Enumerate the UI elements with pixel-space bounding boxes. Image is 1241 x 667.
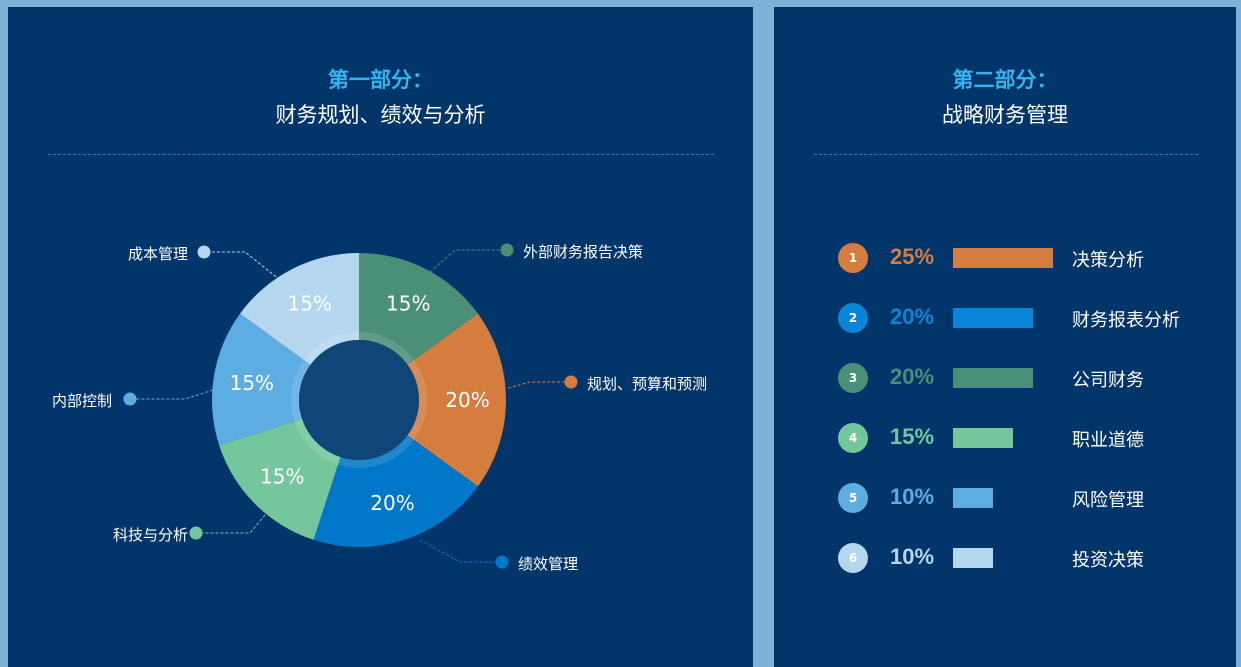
donut-slice	[211, 313, 311, 446]
rank-badge: 2	[838, 303, 868, 333]
rank-badge: 6	[838, 543, 868, 573]
bar-row: 6 10% 投资决策	[774, 542, 1236, 574]
slice-value-label: 15%	[288, 291, 332, 315]
legend-dot	[123, 392, 137, 406]
divider	[814, 154, 1198, 155]
legend-dot	[197, 245, 211, 259]
bar-value-label: 15%	[890, 424, 935, 449]
slice-category-label: 外部财务报告决策	[523, 243, 644, 261]
legend-dot	[189, 526, 203, 540]
rank-badge: 1	[838, 243, 868, 273]
leader-line	[507, 381, 571, 389]
slice-value-label: 15%	[386, 291, 430, 315]
bar-category-label: 公司财务	[1072, 370, 1144, 391]
leader-line	[196, 514, 266, 534]
part1-title: 第一部分：	[328, 68, 433, 92]
rank-badge: 4	[838, 423, 868, 453]
slice-category-label: 成本管理	[127, 245, 188, 263]
rank-badge: 3	[838, 363, 868, 393]
leader-line	[419, 539, 502, 563]
bar	[953, 428, 1013, 448]
slice-category-label: 规划、预算和预测	[587, 375, 708, 393]
bar-category-label: 投资决策	[1072, 550, 1144, 571]
bar-value-label: 25%	[890, 244, 935, 269]
bar-row: 4 15% 职业道德	[774, 422, 1236, 454]
donut-slice	[219, 418, 341, 540]
part1-subtitle: 财务规划、绩效与分析	[275, 103, 486, 127]
bar-value-label: 20%	[890, 304, 935, 329]
donut-slice	[407, 313, 506, 487]
bar-row: 2 20% 财务报表分析	[774, 302, 1236, 334]
donut-slice	[240, 253, 359, 365]
bar	[953, 488, 993, 508]
bar-row: 1 25% 决策分析	[774, 242, 1236, 274]
bar-category-label: 风险管理	[1072, 490, 1144, 511]
slice-value-label: 20%	[445, 388, 489, 412]
bar-category-label: 职业道德	[1072, 430, 1144, 451]
part2-subtitle: 战略财务管理	[942, 103, 1068, 127]
slice-value-label: 20%	[370, 491, 414, 515]
donut-slice	[313, 435, 478, 547]
legend-dot	[500, 243, 514, 257]
part2-title: 第二部分：	[952, 68, 1058, 92]
slice-category-label: 绩效管理	[518, 555, 579, 573]
legend-dot	[564, 375, 578, 389]
slice-value-label: 15%	[260, 465, 304, 489]
slice-value-label: 15%	[230, 371, 274, 395]
leader-line	[429, 249, 507, 273]
slice-category-label: 内部控制	[51, 392, 112, 410]
bar-value-label: 20%	[890, 364, 935, 389]
bar	[953, 548, 993, 568]
bar-value-label: 10%	[890, 544, 935, 569]
bar	[953, 308, 1033, 328]
slice-category-label: 科技与分析	[112, 526, 188, 544]
rank-badge: 5	[838, 483, 868, 513]
bar-row: 3 20% 公司财务	[774, 362, 1236, 394]
donut-slice	[359, 253, 478, 365]
donut-hole	[299, 340, 419, 460]
bar	[953, 248, 1053, 268]
leader-line	[204, 251, 281, 281]
divider	[48, 154, 714, 155]
leader-line	[130, 389, 214, 400]
bar-row: 5 10% 风险管理	[774, 482, 1236, 514]
bar-category-label: 决策分析	[1072, 250, 1144, 271]
bar	[953, 368, 1033, 388]
bar-category-label: 财务报表分析	[1072, 310, 1180, 331]
part2-panel: 第二部分： 战略财务管理 1 25% 决策分析 2 20% 财务报表分析 3 20%…	[774, 7, 1236, 667]
legend-dot	[495, 555, 509, 569]
bar-value-label: 10%	[890, 484, 935, 509]
